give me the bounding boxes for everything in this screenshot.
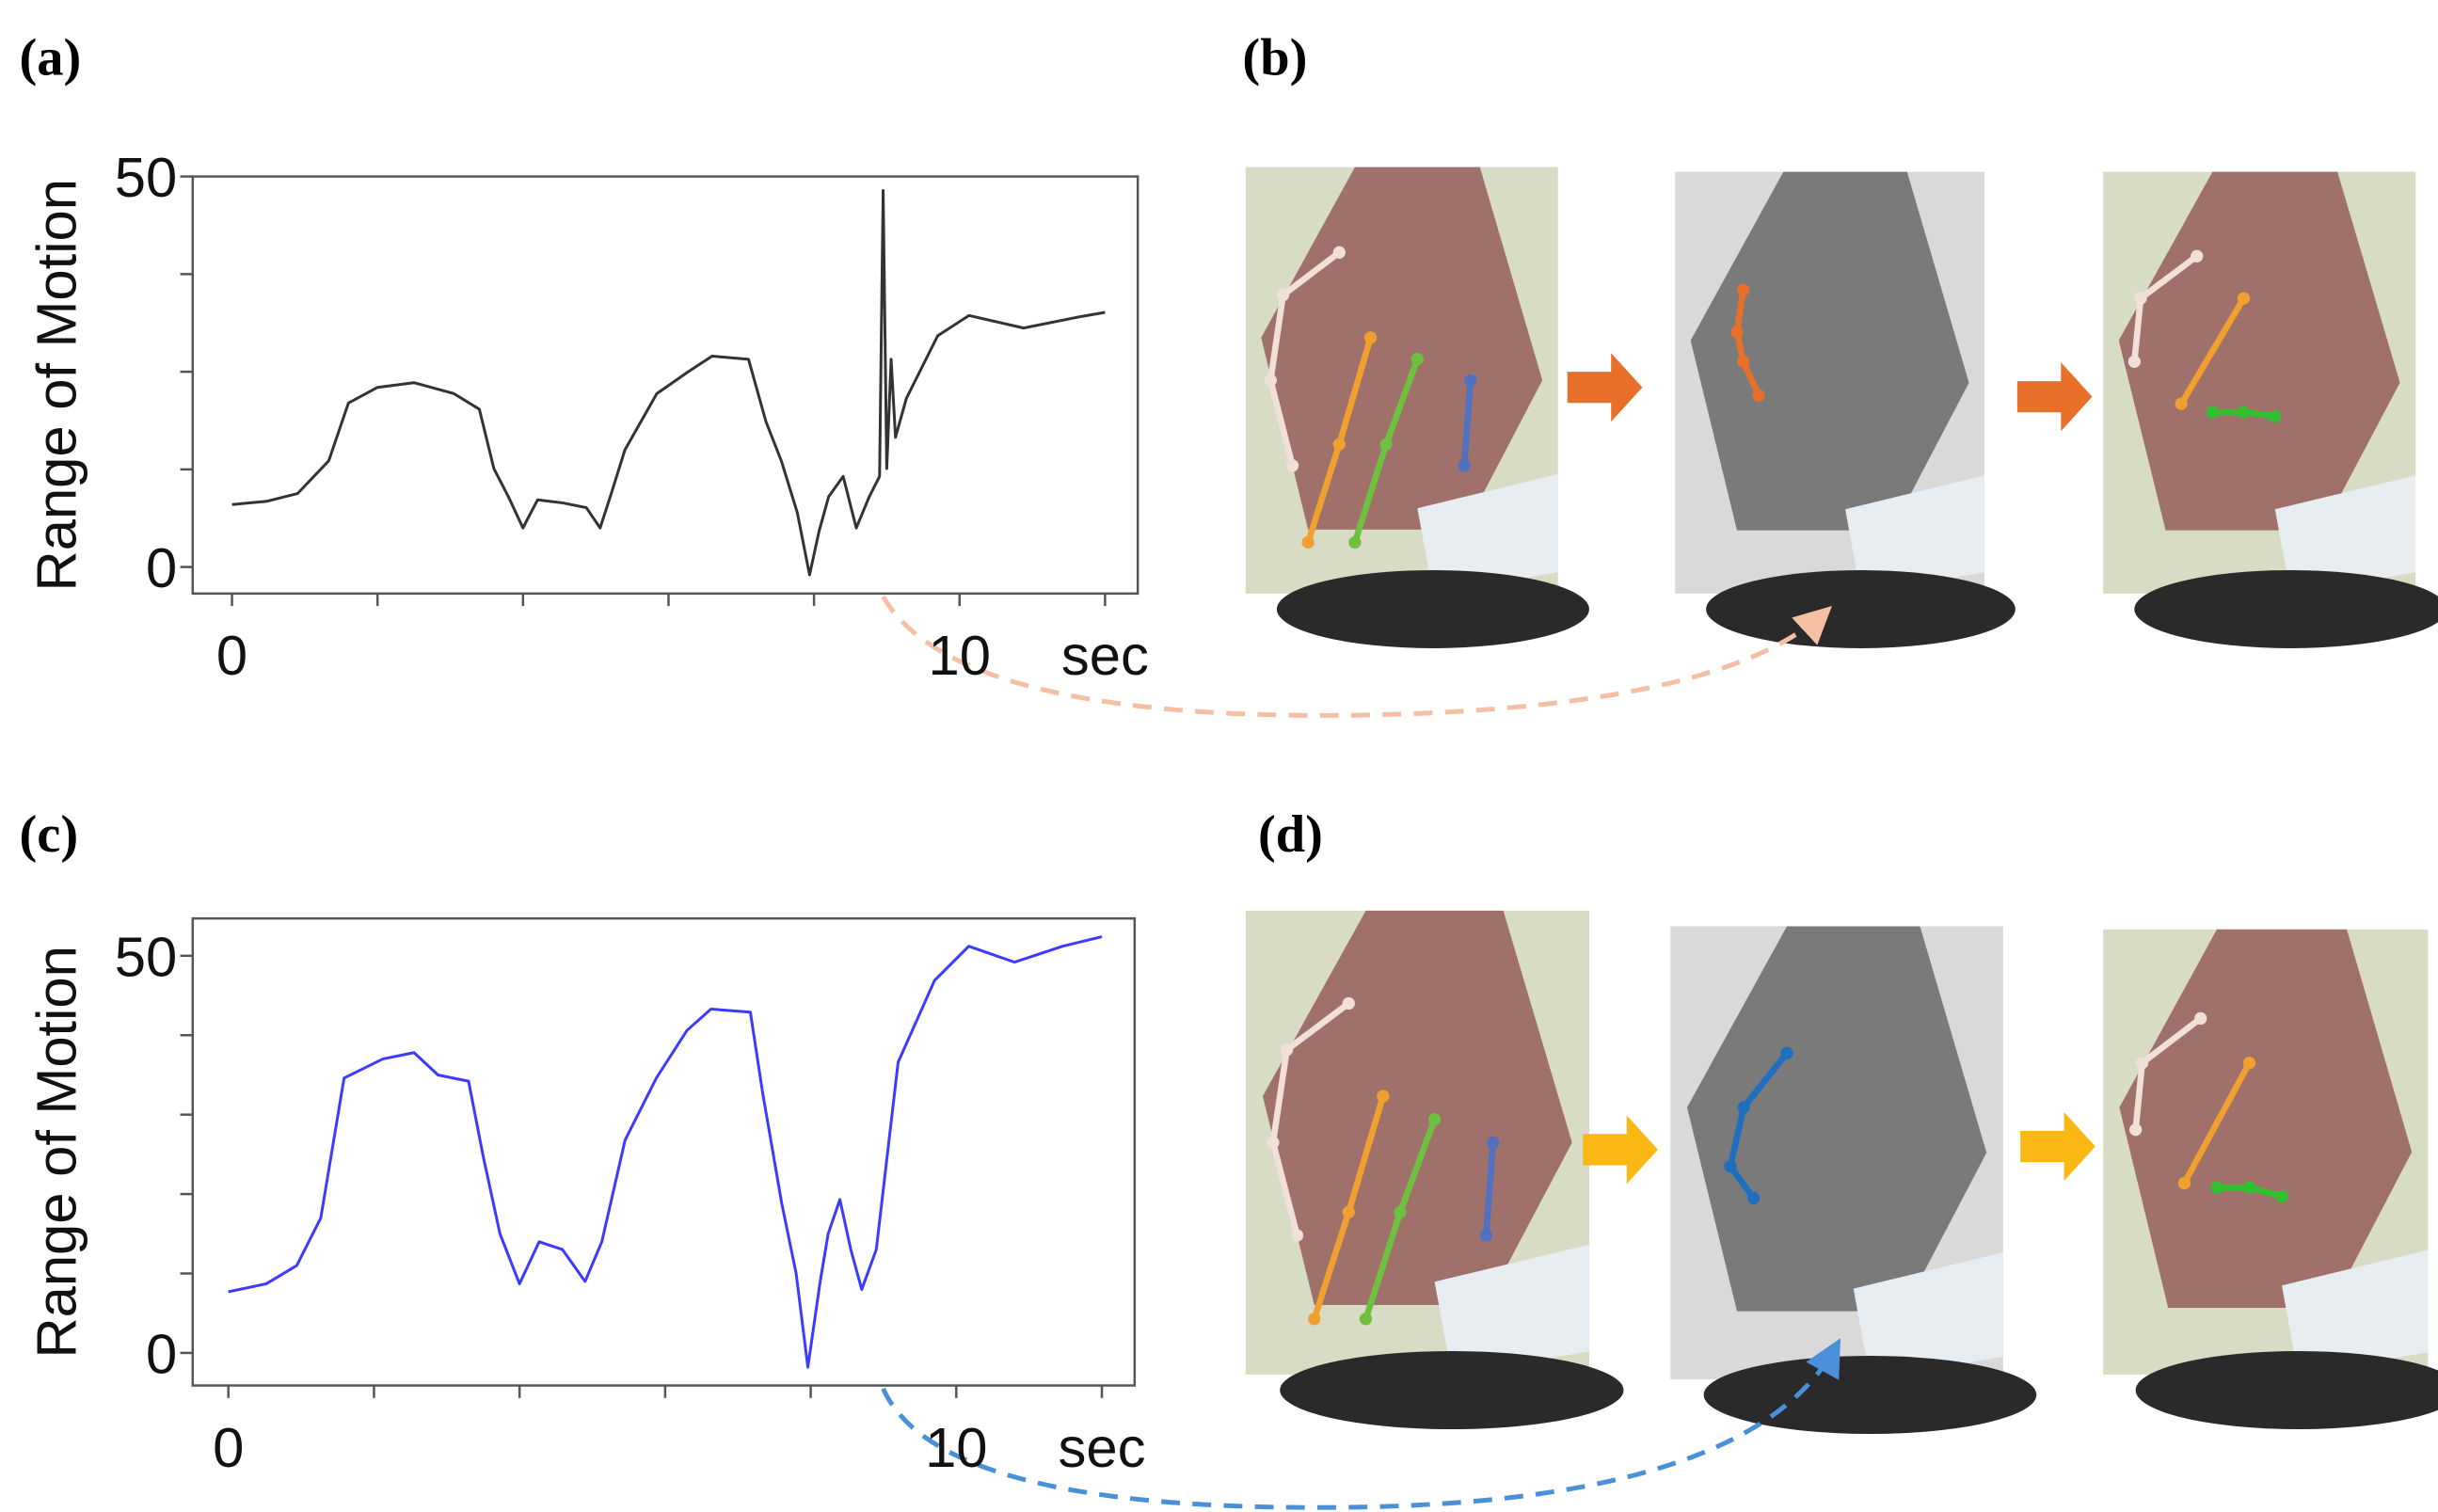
joint [1379,438,1393,451]
joint [1464,374,1477,387]
panel-label: (b) [1242,29,1307,88]
joint [2237,292,2251,305]
chair [2134,569,2438,648]
x-tick-label: 10 [925,1416,987,1479]
joint [1730,326,1744,339]
link-arrow [881,1338,1841,1510]
y-tick-label: 0 [146,1323,177,1386]
data-line [228,935,1103,1369]
joint [1332,246,1346,259]
joint [2135,1057,2149,1070]
plot-frame [191,916,1137,1387]
joint [1487,1136,1500,1150]
skeleton [1269,1000,1351,1236]
skeleton [1483,1142,1496,1236]
data-line [231,189,1106,577]
chair [1706,569,2016,648]
skeleton [1267,249,1342,467]
joint [1394,1205,1407,1218]
y-tick-label: 50 [115,925,177,988]
sleeve [1417,473,1558,594]
joint [1458,459,1471,472]
joint [1285,459,1299,472]
step-arrow [2016,362,2093,432]
skeleton [2181,1061,2253,1186]
link-arrow [881,595,1832,718]
joint [1747,1191,1761,1204]
joint [1752,389,1765,402]
joint [2206,406,2219,419]
joint [1280,1043,1294,1057]
joint [1290,1229,1304,1242]
skeleton [1727,1051,1790,1201]
joint [1377,1090,1390,1103]
x-tick-label: 0 [213,1416,244,1479]
joint [1342,1205,1355,1218]
joint [1301,535,1315,549]
sleeve [1845,475,1984,594]
joint [2237,406,2251,419]
y-axis-label: Range of Motion [24,946,88,1358]
joint [1332,438,1346,451]
joint [1267,1136,1280,1150]
joint [1780,1046,1793,1059]
chair [1703,1355,2037,1434]
joint [1359,1313,1373,1326]
skeleton [2178,296,2247,406]
joint [1427,1113,1442,1126]
joint [1264,374,1277,387]
joint [1308,1313,1321,1326]
step-arrow [1583,1115,1658,1185]
panel-label: (d) [1258,805,1323,864]
joint [1737,1101,1750,1114]
x-tick-label: 0 [216,624,247,687]
panel-label: (a) [20,29,82,88]
y-axis-label: Range of Motion [24,179,88,591]
joint [2129,1123,2143,1137]
panel-label: (c) [20,805,79,864]
joint [2175,397,2188,410]
x-tick-label: sec [1061,624,1149,687]
joint [2177,1176,2191,1190]
plot-frame [191,175,1139,596]
joint [2194,1011,2207,1026]
skeleton [1460,379,1474,467]
joint [2210,1181,2223,1194]
joint [1736,355,1750,368]
step-arrow [1567,353,1643,422]
joint [2191,249,2204,263]
joint [2242,1057,2256,1070]
x-tick-label: 10 [929,624,991,687]
y-tick-label: 50 [115,146,177,209]
sleeve [2282,1249,2429,1375]
joint [2127,355,2141,368]
skeleton [1733,289,1762,397]
joint [1342,996,1355,1011]
chair [1276,569,1589,648]
joint [2275,1190,2288,1203]
joint [1410,352,1424,366]
joint [1479,1229,1493,1242]
joint [1363,331,1378,344]
y-tick-label: 0 [146,536,177,599]
sleeve [1853,1252,2003,1379]
joint [1724,1159,1737,1173]
chair [1280,1351,1624,1430]
joint [2134,292,2147,305]
step-arrow [2020,1112,2095,1182]
photos [1245,167,2438,1434]
joint [2242,1181,2256,1194]
joint [1348,535,1362,549]
sleeve [2274,475,2416,594]
hand [1690,171,1969,531]
x-tick-label: sec [1059,1416,1146,1479]
sleeve [1434,1244,1589,1375]
chair [2135,1351,2438,1430]
joint [2269,409,2282,423]
hand [1686,926,1987,1312]
joint [1736,283,1750,296]
joint [1276,288,1290,302]
